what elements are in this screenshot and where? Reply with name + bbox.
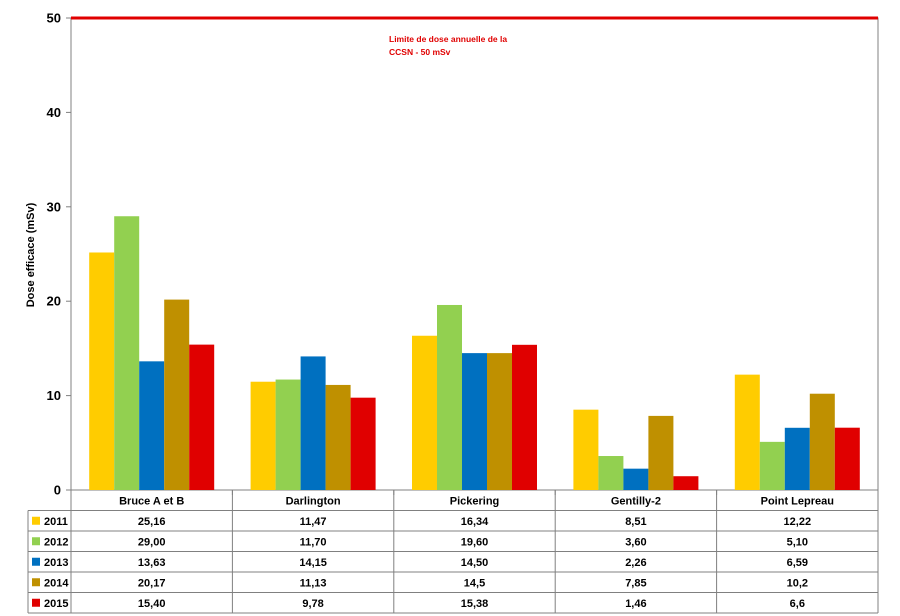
legend-key-2011 bbox=[32, 516, 40, 525]
legend-label: 2013 bbox=[44, 557, 68, 569]
y-tick-label: 10 bbox=[47, 388, 61, 403]
y-tick-label: 30 bbox=[47, 199, 61, 214]
data-label: 19,60 bbox=[461, 536, 489, 548]
data-label: 29,00 bbox=[138, 536, 166, 548]
bar-2014 bbox=[648, 415, 674, 490]
bar-2011 bbox=[734, 374, 760, 490]
legend-key-2013 bbox=[32, 557, 40, 566]
bar-2011 bbox=[573, 409, 599, 490]
data-label: 7,85 bbox=[625, 577, 646, 589]
bar-2012 bbox=[275, 379, 301, 490]
bar-2013 bbox=[462, 353, 487, 490]
data-label: 20,17 bbox=[138, 577, 166, 589]
data-label: 9,78 bbox=[302, 598, 323, 610]
bar-2013 bbox=[784, 427, 810, 490]
y-tick-label: 20 bbox=[47, 294, 61, 309]
data-label: 14,50 bbox=[461, 557, 489, 569]
legend-key-2015 bbox=[32, 598, 40, 607]
category-label: Bruce A et B bbox=[119, 495, 184, 507]
bar-2015 bbox=[189, 344, 215, 490]
bar-2013 bbox=[139, 361, 165, 490]
category-label: Gentilly-2 bbox=[611, 495, 661, 507]
bar-2012 bbox=[114, 216, 140, 491]
bar-2015 bbox=[350, 397, 376, 490]
data-label: 11,70 bbox=[300, 536, 327, 548]
bar-2014 bbox=[325, 384, 351, 490]
y-axis-label: Dose efficace (mSv) bbox=[25, 202, 37, 307]
data-label: 25,16 bbox=[138, 516, 166, 528]
legend-label: 2015 bbox=[44, 598, 68, 610]
data-label: 13,63 bbox=[138, 557, 166, 569]
bar-2011 bbox=[250, 381, 276, 490]
data-label: 2,26 bbox=[625, 557, 646, 569]
y-tick-label: 0 bbox=[54, 483, 61, 498]
legend-key-2014 bbox=[32, 578, 40, 587]
data-label: 11,47 bbox=[300, 516, 327, 528]
data-label: 1,46 bbox=[625, 598, 646, 610]
bar-2014 bbox=[164, 299, 190, 490]
data-label: 5,10 bbox=[787, 536, 808, 548]
reference-line-label: CCSN - 50 mSv bbox=[389, 47, 451, 57]
bar-2011 bbox=[412, 335, 437, 490]
data-label: 8,51 bbox=[625, 516, 646, 528]
bar-2013 bbox=[300, 356, 326, 490]
bar-2012 bbox=[437, 304, 462, 490]
category-label: Point Lepreau bbox=[761, 495, 834, 507]
bar-2015 bbox=[512, 344, 537, 490]
data-label: 12,22 bbox=[784, 516, 812, 528]
bar-2013 bbox=[623, 468, 649, 490]
data-label: 6,6 bbox=[790, 598, 805, 610]
bar-2012 bbox=[759, 441, 785, 490]
data-label: 15,38 bbox=[461, 598, 489, 610]
legend-label: 2012 bbox=[44, 536, 68, 548]
data-label: 3,60 bbox=[625, 536, 646, 548]
category-label: Darlington bbox=[286, 495, 341, 507]
data-label: 14,15 bbox=[299, 557, 327, 569]
reference-line-label: Limite de dose annuelle de la bbox=[389, 34, 507, 44]
y-tick-label: 50 bbox=[47, 11, 61, 26]
bar-2014 bbox=[809, 393, 835, 490]
bar-2015 bbox=[673, 476, 699, 490]
bar-2011 bbox=[89, 252, 115, 490]
legend-key-2012 bbox=[32, 537, 40, 546]
bar-2012 bbox=[598, 456, 624, 490]
legend-label: 2011 bbox=[44, 516, 68, 528]
data-label: 14,5 bbox=[464, 577, 485, 589]
data-label: 15,40 bbox=[138, 598, 166, 610]
data-label: 11,13 bbox=[300, 577, 327, 589]
legend-label: 2014 bbox=[44, 577, 69, 589]
bar-2014 bbox=[487, 353, 512, 490]
data-label: 6,59 bbox=[787, 557, 808, 569]
category-label: Pickering bbox=[450, 495, 500, 507]
bar-2015 bbox=[834, 427, 860, 490]
y-tick-label: 40 bbox=[47, 105, 61, 120]
data-label: 16,34 bbox=[461, 516, 489, 528]
data-label: 10,2 bbox=[787, 577, 808, 589]
